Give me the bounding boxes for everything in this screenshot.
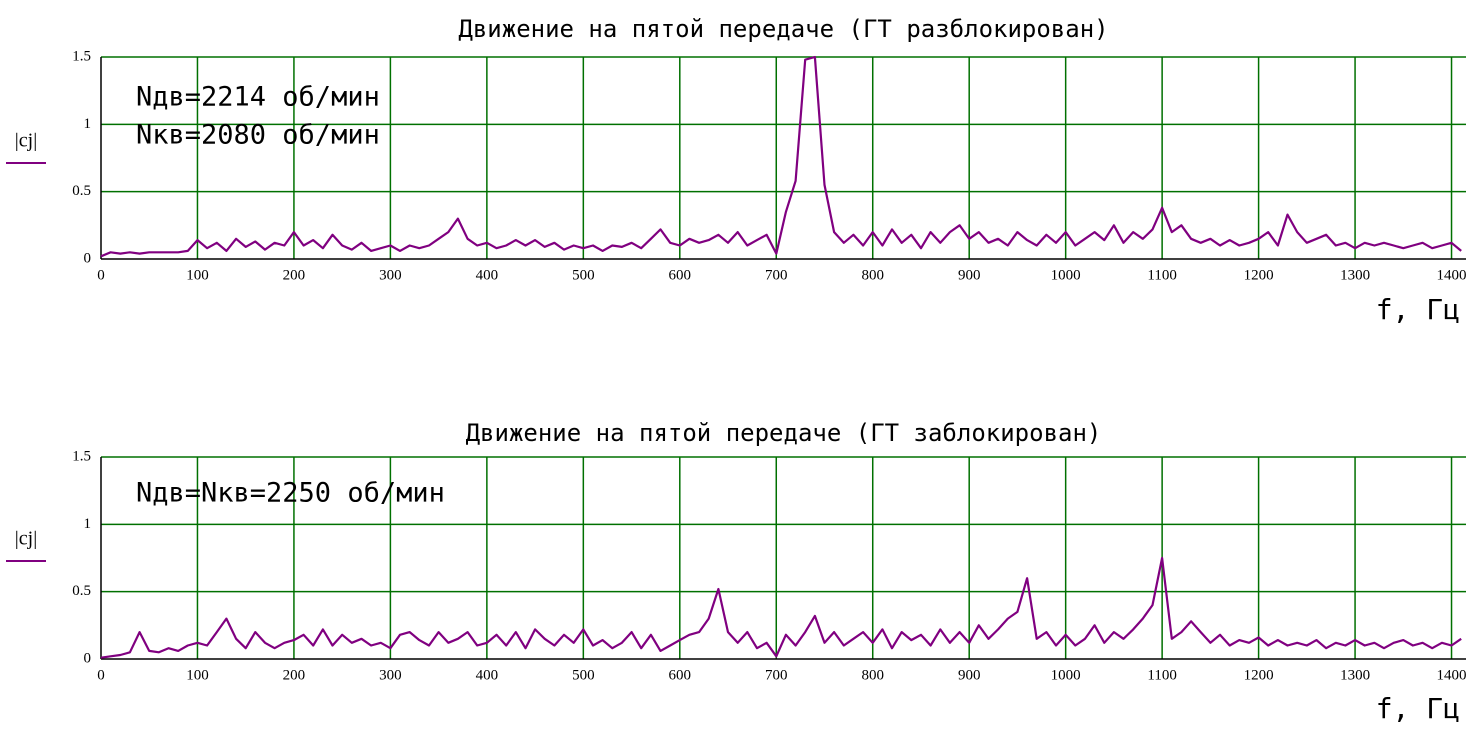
- x-tick-label: 1000: [1051, 667, 1081, 683]
- annotation: Nдв=Nкв=2250 об/мин: [136, 478, 445, 509]
- x-tick-label: 500: [572, 267, 595, 283]
- x-tick-label: 400: [476, 667, 499, 683]
- y-tick-label: 0.5: [72, 183, 91, 199]
- x-tick-label: 200: [283, 267, 306, 283]
- x-tick-label: 700: [765, 667, 788, 683]
- y-tick-label: 1.5: [72, 48, 91, 64]
- x-tick-label: 700: [765, 267, 788, 283]
- x-tick-label: 1000: [1051, 267, 1081, 283]
- y-tick-label: 1: [84, 516, 92, 532]
- x-tick-label: 100: [186, 667, 209, 683]
- y-axis-label: |cj|: [15, 130, 37, 152]
- x-tick-label: 1400: [1437, 267, 1467, 283]
- x-tick-label: 800: [861, 667, 884, 683]
- y-tick-label: 0: [84, 250, 92, 266]
- chart-title: Движение на пятой передаче (ГТ разблокир…: [458, 15, 1108, 43]
- x-tick-label: 1100: [1147, 667, 1176, 683]
- y-tick-label: 0.5: [72, 583, 91, 599]
- annotation: Nкв=2080 об/мин: [136, 120, 380, 151]
- x-tick-label: 0: [97, 667, 105, 683]
- x-tick-label: 1400: [1437, 667, 1467, 683]
- y-axis-label: |cj|: [15, 528, 37, 550]
- spectrum-line: [100, 556, 1462, 659]
- x-tick-label: 300: [379, 267, 402, 283]
- x-tick-label: 900: [958, 267, 981, 283]
- x-tick-label: 1300: [1340, 667, 1370, 683]
- x-tick-label: 200: [283, 667, 306, 683]
- x-axis-label: f, Гц: [1376, 692, 1460, 725]
- x-axis-label: f, Гц: [1376, 293, 1460, 326]
- x-tick-label: 400: [476, 267, 499, 283]
- y-tick-label: 1.5: [72, 448, 91, 464]
- x-tick-label: 1200: [1244, 667, 1274, 683]
- x-tick-label: 100: [186, 267, 209, 283]
- x-tick-label: 1100: [1147, 267, 1176, 283]
- x-tick-label: 800: [861, 267, 884, 283]
- annotation: Nдв=2214 об/мин: [136, 82, 380, 113]
- y-tick-label: 0: [84, 650, 92, 666]
- x-tick-label: 600: [669, 267, 692, 283]
- x-tick-label: 300: [379, 667, 402, 683]
- x-tick-label: 1300: [1340, 267, 1370, 283]
- x-tick-label: 0: [97, 267, 105, 283]
- chart-title: Движение на пятой передаче (ГТ заблокиро…: [466, 419, 1102, 447]
- y-tick-label: 1: [84, 116, 92, 132]
- x-tick-label: 900: [958, 667, 981, 683]
- x-tick-label: 600: [669, 667, 692, 683]
- spectrum-line: [100, 55, 1462, 258]
- x-tick-label: 1200: [1244, 267, 1274, 283]
- x-tick-label: 500: [572, 667, 595, 683]
